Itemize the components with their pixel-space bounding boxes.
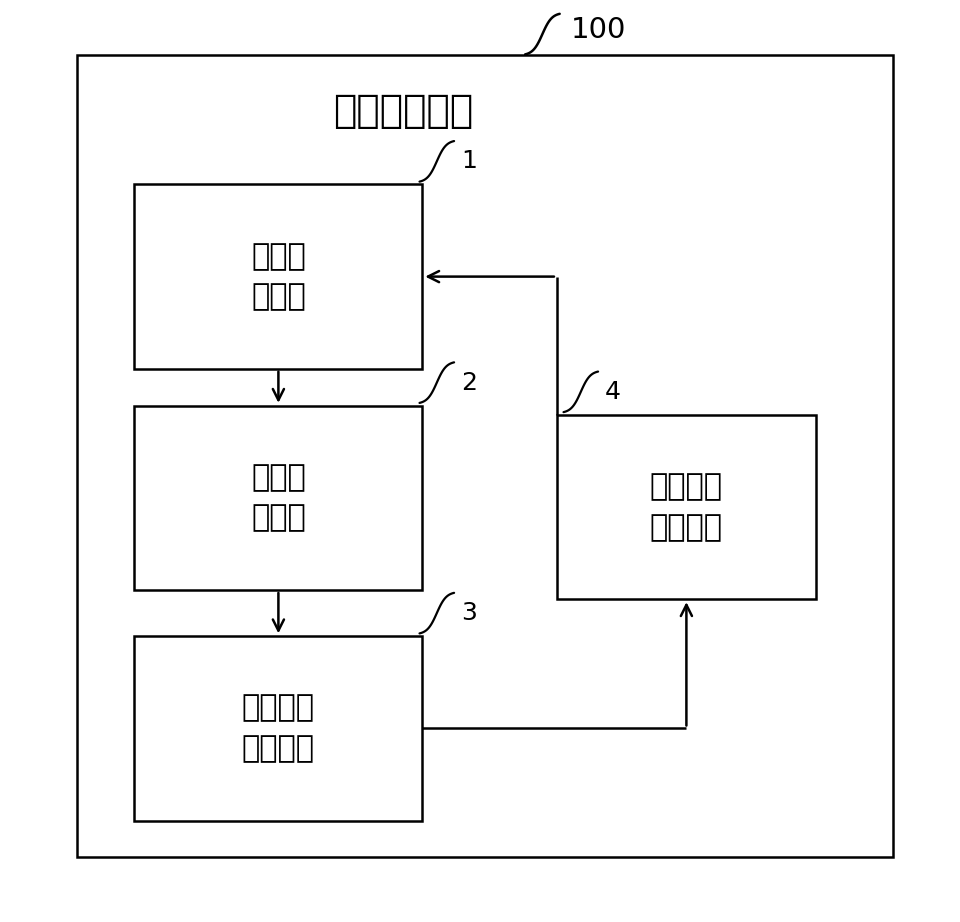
Bar	[557, 415, 816, 599]
Text: 3: 3	[461, 601, 477, 625]
Bar	[134, 184, 422, 369]
Bar	[134, 406, 422, 590]
Text: 预测误差
处理模块: 预测误差 处理模块	[242, 693, 315, 763]
Bar	[134, 636, 422, 821]
Text: 4: 4	[605, 380, 621, 404]
Text: 电力预
测模块: 电力预 测模块	[251, 242, 306, 312]
Text: 电力交
易模块: 电力交 易模块	[251, 463, 306, 533]
Bar	[77, 55, 893, 857]
Text: 电力交易系统: 电力交易系统	[333, 91, 473, 130]
Text: 100: 100	[571, 16, 627, 43]
Text: 时间窗口
调整模块: 时间窗口 调整模块	[650, 472, 723, 542]
Text: 1: 1	[461, 149, 477, 173]
Text: 2: 2	[461, 371, 477, 395]
